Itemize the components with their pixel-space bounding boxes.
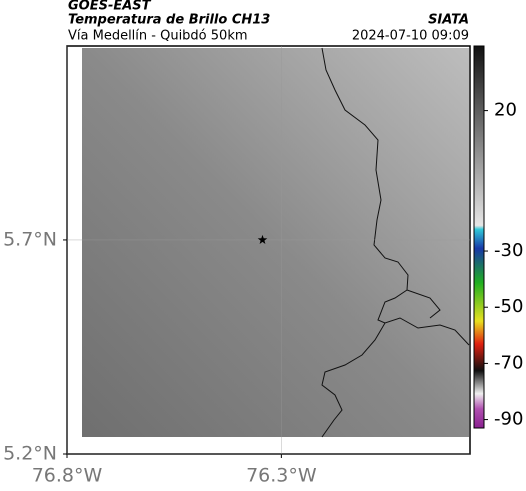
region: Vía Medellín - Quibdó 50km bbox=[68, 29, 248, 44]
colorbar-label: -70 bbox=[494, 352, 523, 373]
borders bbox=[321, 47, 470, 438]
source: SIATA bbox=[428, 13, 469, 28]
colorbar bbox=[473, 45, 485, 429]
satellite-image bbox=[82, 48, 469, 437]
title: GOES-EAST bbox=[68, 0, 152, 14]
x-tick-label: 76.8°W bbox=[32, 465, 103, 487]
colorbar-label: 20 bbox=[494, 100, 517, 121]
y-tick-label: 5.2°N bbox=[3, 443, 57, 465]
subtitle: Temperatura de Brillo CH13 bbox=[68, 13, 270, 28]
y-tick-label: 5.7°N bbox=[3, 228, 57, 250]
location-marker bbox=[257, 234, 268, 244]
x-tick-label: 76.3°W bbox=[246, 465, 317, 487]
colorbar-label: -50 bbox=[494, 296, 523, 317]
colorbar-label: -90 bbox=[494, 409, 523, 430]
colorbar-label: -30 bbox=[494, 240, 523, 261]
datetime: 2024-07-10 09:09 bbox=[352, 29, 469, 44]
